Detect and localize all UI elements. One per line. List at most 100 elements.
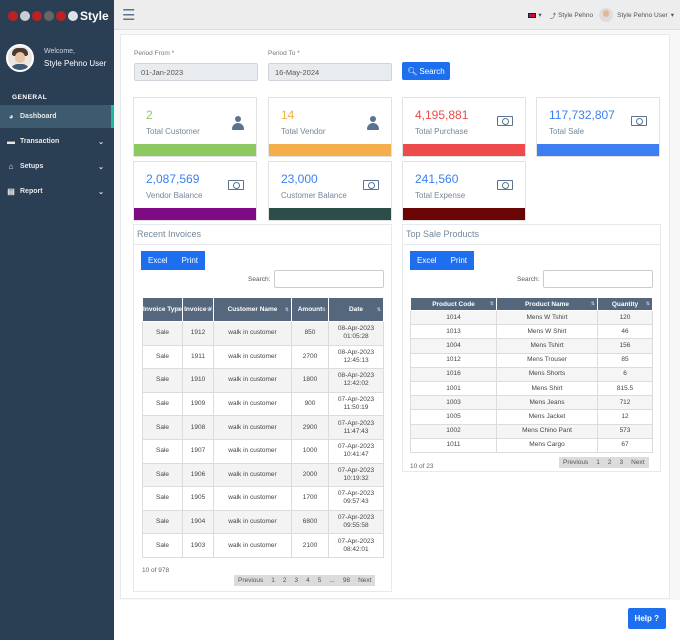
page-link[interactable]: 1 (596, 459, 600, 466)
store-link[interactable]: Style Pehno (558, 11, 594, 19)
tile-label: Total Vendor (281, 127, 326, 136)
page-link[interactable]: 3 (294, 577, 299, 584)
pagination: Previous 1 2 3 Next (559, 457, 649, 468)
menu-toggle-icon[interactable]: ☰ (122, 7, 136, 24)
setups-icon: ⌂ (8, 162, 14, 171)
sidebar-item-report[interactable]: ▤ Report ⌄ (0, 180, 114, 203)
page-link[interactable]: 2 (607, 459, 612, 466)
tile-color-bar (134, 144, 256, 156)
table-cell: walk in customer (213, 533, 292, 558)
table-cell: 712 (597, 395, 653, 411)
table-cell: 1911 (182, 344, 214, 370)
money-icon (631, 116, 647, 126)
tile-total-vendor: 14 Total Vendor (268, 97, 392, 157)
chevron-down-icon: ⌄ (98, 163, 104, 171)
user-menu[interactable]: Style Pehno User (617, 11, 668, 19)
brand-name: Style (80, 9, 109, 23)
table-cell: 1013 (410, 324, 497, 340)
table-search-label: Search: (517, 276, 540, 283)
user-icon (367, 116, 379, 130)
top-products-table: Product Code ⇅ Product Name ⇅ Quantity ⇅ 10… (410, 297, 653, 453)
period-from-label: Period From * (134, 50, 175, 57)
column-header[interactable]: Date ⇅ (328, 297, 384, 322)
table-cell: 900 (291, 391, 329, 417)
page-link[interactable]: 3 (619, 459, 624, 466)
print-button[interactable]: Print (443, 251, 475, 270)
search-button[interactable]: 🔍︎ Search (402, 62, 450, 80)
excel-button[interactable]: Excel (141, 251, 175, 270)
page-link[interactable]: Previous (238, 577, 264, 584)
table-info: 10 of 978 (142, 567, 170, 574)
table-cell: Mens Jacket (496, 409, 598, 425)
page-link[interactable]: 4 (306, 577, 310, 584)
tile-value: 2,087,569 (146, 172, 200, 186)
chevron-down-icon: ▾ (670, 12, 674, 19)
period-to-input[interactable]: 16-May-2024 (268, 63, 392, 81)
profile: Welcome, Style Pehno User (0, 38, 114, 78)
external-link-icon: ⤴ (549, 13, 557, 20)
table-cell: 08-Apr-2023 12:42:02 (328, 368, 384, 393)
section-title: Recent Invoices (137, 229, 202, 239)
product-search-input[interactable] (543, 270, 653, 288)
column-header[interactable]: Product Name ⇅ (496, 297, 598, 311)
table-cell: Mens Shirt (496, 380, 598, 397)
tile-label: Total Customer (146, 127, 200, 136)
table-cell: walk in customer (213, 415, 292, 440)
column-header[interactable]: Invoice Type ⇅ (142, 297, 183, 322)
table-cell: 120 (597, 309, 653, 326)
language-dropdown[interactable]: ▾ (538, 12, 542, 19)
column-header[interactable]: Amount ⇅ (291, 297, 329, 322)
page-link[interactable]: 5 (317, 577, 322, 584)
table-cell: walk in customer (213, 438, 292, 464)
user-avatar[interactable] (599, 8, 614, 22)
tile-total-customer: 2 Total Customer (133, 97, 257, 157)
sidebar-item-transaction[interactable]: ▬ Transaction ⌄ (0, 130, 114, 153)
table-cell: Sale (142, 509, 183, 535)
excel-button[interactable]: Excel (410, 251, 444, 270)
sidebar-item-label: Transaction (20, 138, 60, 145)
column-header[interactable]: Invoice # ⇅ (182, 297, 214, 322)
brand[interactable]: Style (0, 0, 114, 32)
page-link[interactable]: Next (631, 459, 645, 466)
money-icon (497, 116, 513, 126)
table-cell: Mens Shorts (496, 366, 598, 382)
table-cell: 07-Apr-2023 11:47:43 (328, 415, 384, 440)
table-cell: 1904 (182, 509, 214, 535)
table-info: 10 of 23 (410, 463, 434, 470)
uk-flag-icon[interactable] (528, 12, 537, 18)
tile-label: Vendor Balance (146, 191, 203, 200)
page-link[interactable]: 98 (342, 577, 351, 584)
column-header[interactable]: Quantity ⇅ (597, 297, 653, 311)
sidebar-item-dashboard[interactable]: ◕ Dashboard (0, 105, 114, 128)
tile-label: Total Expense (415, 191, 466, 200)
footer: Help ? (114, 600, 680, 640)
page-link[interactable]: 1 (271, 577, 275, 584)
tile-color-bar (134, 208, 256, 220)
tile-value: 23,000 (281, 172, 318, 186)
help-button[interactable]: Help ? (627, 608, 666, 629)
table-cell: walk in customer (213, 486, 292, 511)
print-button[interactable]: Print (174, 251, 206, 270)
table-search-label: Search: (248, 276, 271, 283)
invoice-search-input[interactable] (274, 270, 384, 288)
column-header[interactable]: Customer Name ⇅ (213, 297, 292, 322)
sidebar-item-setups[interactable]: ⌂ Setups ⌄ (0, 155, 114, 178)
table-cell: walk in customer (213, 462, 292, 488)
table-cell: 1000 (291, 438, 329, 464)
table-cell: 1903 (182, 533, 214, 558)
table-cell: 08-Apr-2023 12:45:13 (328, 344, 384, 370)
table-cell: 2900 (291, 415, 329, 440)
table-cell: walk in customer (213, 368, 292, 393)
table-cell: 07-Apr-2023 09:57:43 (328, 486, 384, 511)
table-cell: 12 (597, 409, 653, 425)
table-cell: Mens Chino Pant (496, 423, 598, 439)
period-from-input[interactable]: 01-Jan-2023 (134, 63, 258, 81)
page-link[interactable]: Next (358, 577, 372, 584)
column-header[interactable]: Product Code ⇅ (410, 297, 497, 311)
page-link[interactable]: 2 (282, 577, 287, 584)
tile-label: Customer Balance (281, 191, 347, 200)
money-icon (497, 180, 513, 190)
table-cell: walk in customer (213, 509, 292, 535)
table-cell: 07-Apr-2023 09:55:58 (328, 509, 384, 535)
page-link[interactable]: Previous (563, 459, 589, 466)
